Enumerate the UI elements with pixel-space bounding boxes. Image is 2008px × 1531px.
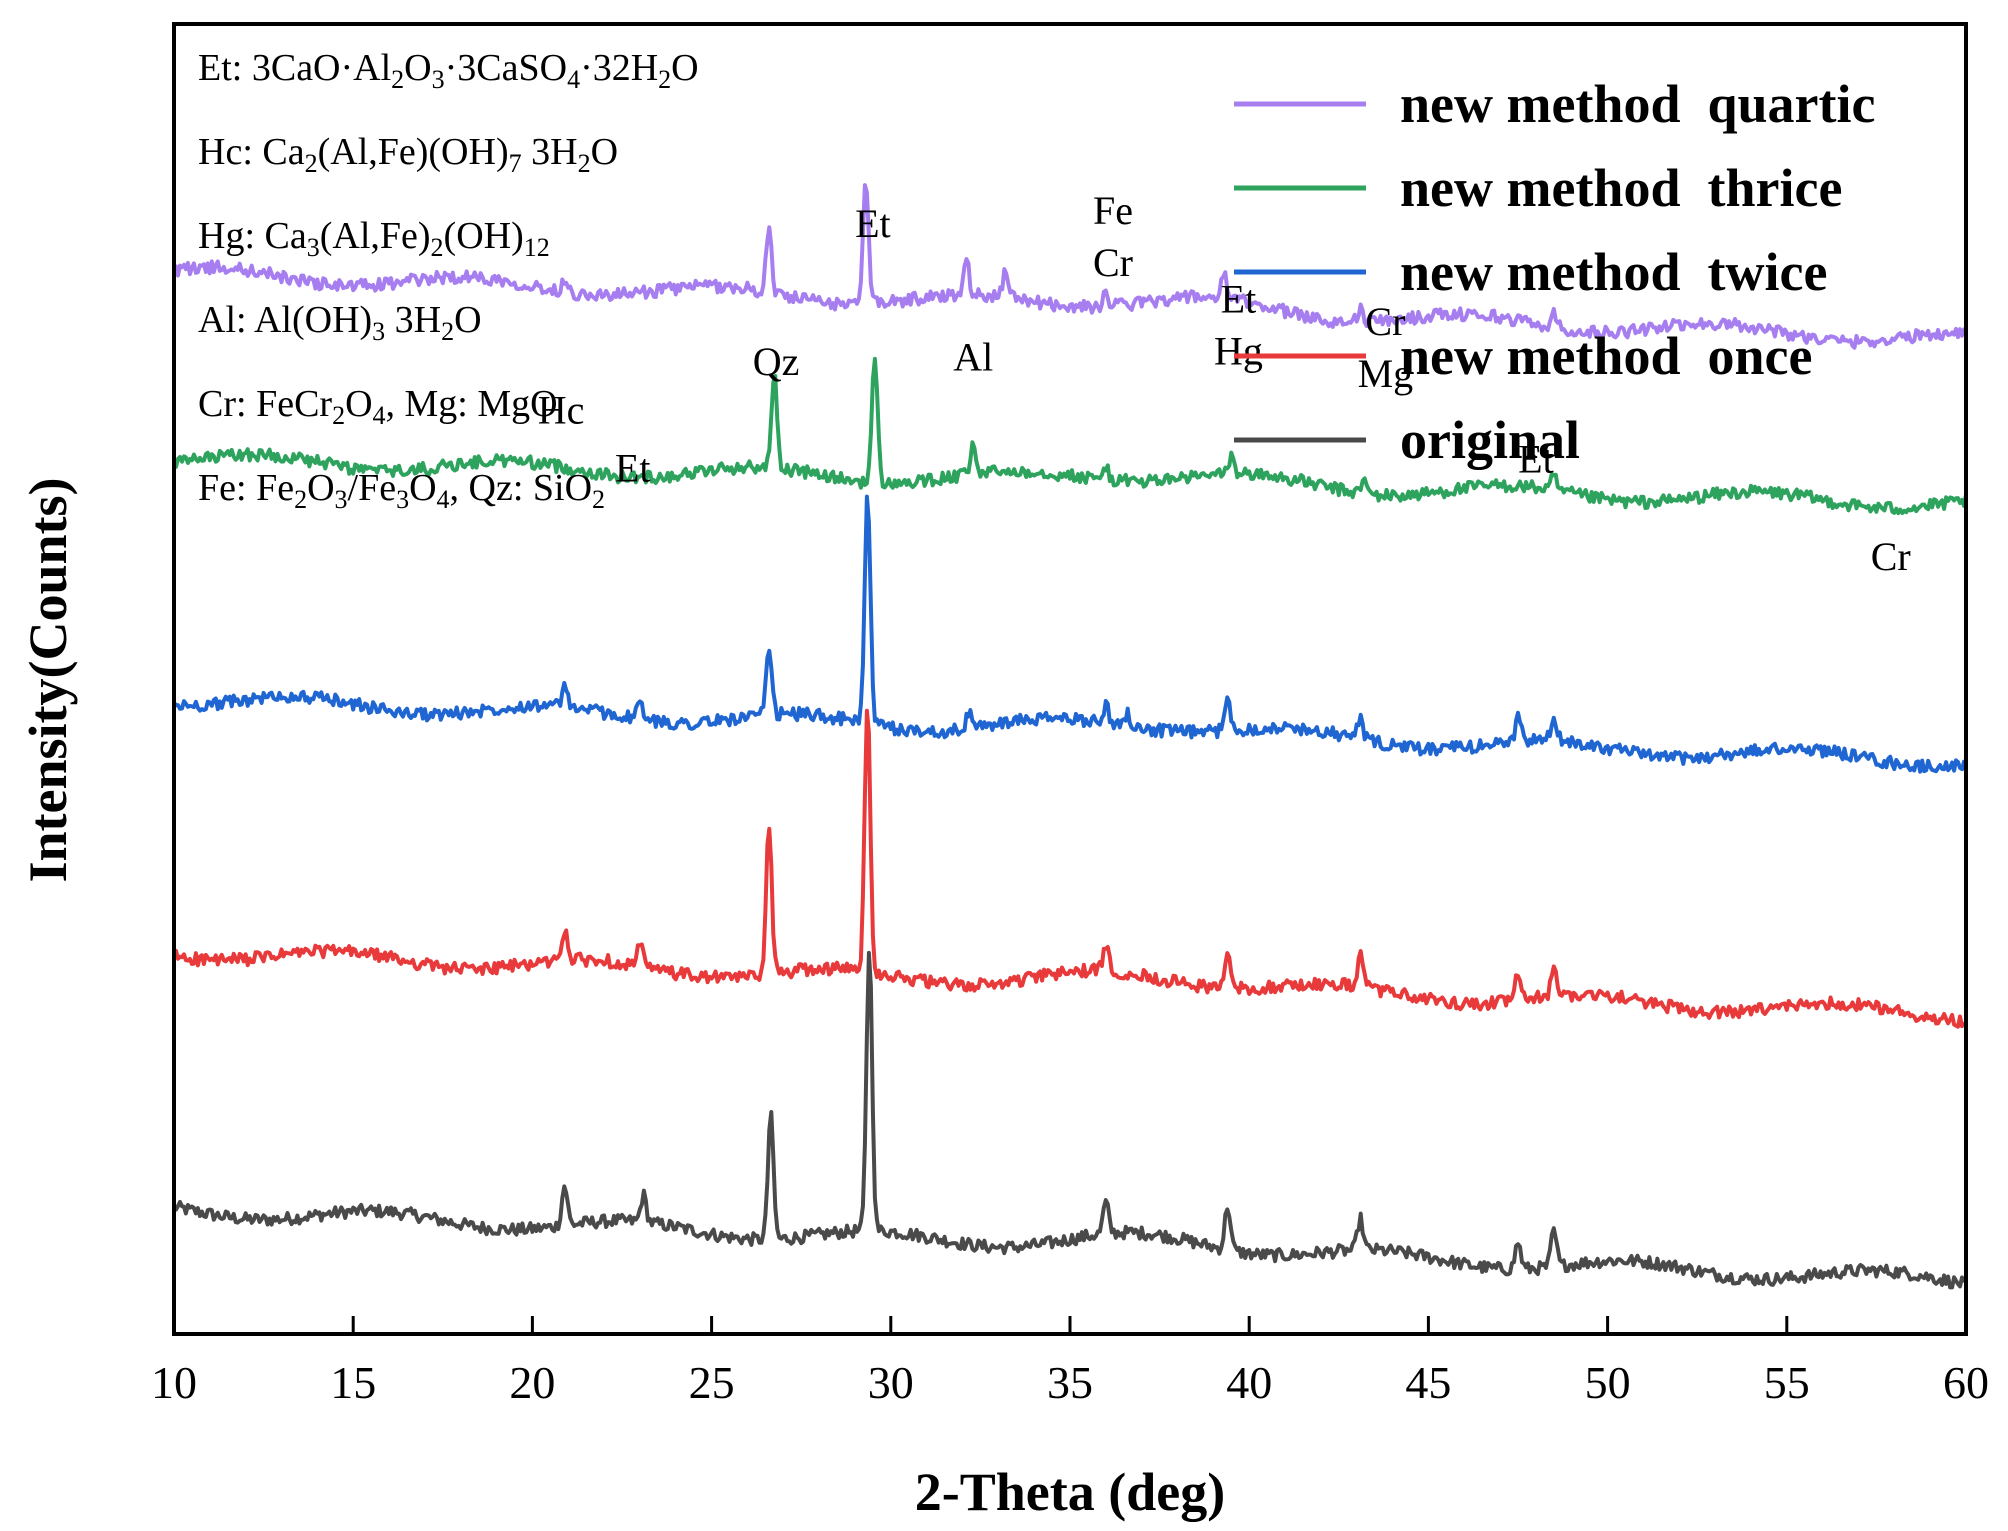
peak-label: Cr	[1365, 299, 1405, 344]
series-line-new-method-twice	[172, 494, 1968, 774]
series-layer	[172, 183, 1968, 1290]
legend-label: new method twice	[1400, 242, 1827, 302]
x-axis-title: 2-Theta (deg)	[915, 1462, 1225, 1522]
legend-label: new method thrice	[1400, 158, 1842, 218]
peak-label: Al	[953, 334, 993, 379]
x-tick-label: 10	[151, 1357, 197, 1408]
legend-label: original	[1400, 410, 1580, 470]
phase-key-entry: Fe: Fe2O3/Fe3O4, Qz: SiO2	[198, 467, 605, 514]
x-tick-label: 20	[509, 1357, 555, 1408]
phase-key-entry: Hg: Ca3(Al,Fe)2(OH)12	[198, 215, 550, 262]
phase-key-entry: Hc: Ca2(Al,Fe)(OH)7 3H2O	[198, 131, 618, 178]
legend: new method quartic new method thrice new m…	[1234, 74, 1875, 470]
x-axis: 10 15 20 25 30 35 40 45 50 55 60	[151, 1316, 1989, 1408]
series-line-new-method-quartic	[173, 183, 1968, 350]
x-tick-label: 45	[1405, 1357, 1451, 1408]
phase-key-entry: Cr: FeCr2O4, Mg: MgO	[198, 383, 558, 430]
series-line-original	[172, 950, 1968, 1290]
peak-label: Et	[1221, 277, 1257, 322]
peak-label: Mg	[1358, 351, 1414, 396]
phase-key-entry: Al: Al(OH)3 3H2O	[198, 299, 482, 346]
peak-label: Hc	[538, 388, 585, 433]
x-tick-label: 30	[868, 1357, 914, 1408]
x-tick-label: 60	[1943, 1357, 1989, 1408]
x-tick-label: 35	[1047, 1357, 1093, 1408]
peak-label: Et	[615, 445, 651, 490]
x-tick-label: 40	[1226, 1357, 1272, 1408]
peak-label: Qz	[753, 339, 800, 384]
phase-key: Et: 3CaO·Al2O3·3CaSO4·32H2O Hc: Ca2(Al,Fe…	[198, 47, 699, 514]
peak-label: Et	[1518, 437, 1554, 482]
x-tick-label: 55	[1764, 1357, 1810, 1408]
series-line-new-method-thrice	[172, 356, 1968, 516]
peak-label: Et	[855, 201, 891, 246]
x-tick-label: 25	[689, 1357, 735, 1408]
peak-label: Cr	[1093, 240, 1133, 285]
phase-key-entry: Et: 3CaO·Al2O3·3CaSO4·32H2O	[198, 47, 699, 94]
peak-label: Fe	[1093, 188, 1133, 233]
peak-labels: Hc Et Qz Et Al Fe Cr Et Hg Cr Mg Et Cr	[538, 188, 1911, 579]
peak-label: Cr	[1871, 534, 1911, 579]
legend-label: new method once	[1400, 326, 1812, 386]
x-tick-label: 50	[1585, 1357, 1631, 1408]
peak-label: Hg	[1214, 329, 1263, 374]
x-tick-label: 15	[330, 1357, 376, 1408]
legend-label: new method quartic	[1400, 74, 1875, 134]
y-axis-title: Intensity(Counts)	[18, 477, 78, 882]
series-line-new-method-once	[172, 708, 1968, 1029]
